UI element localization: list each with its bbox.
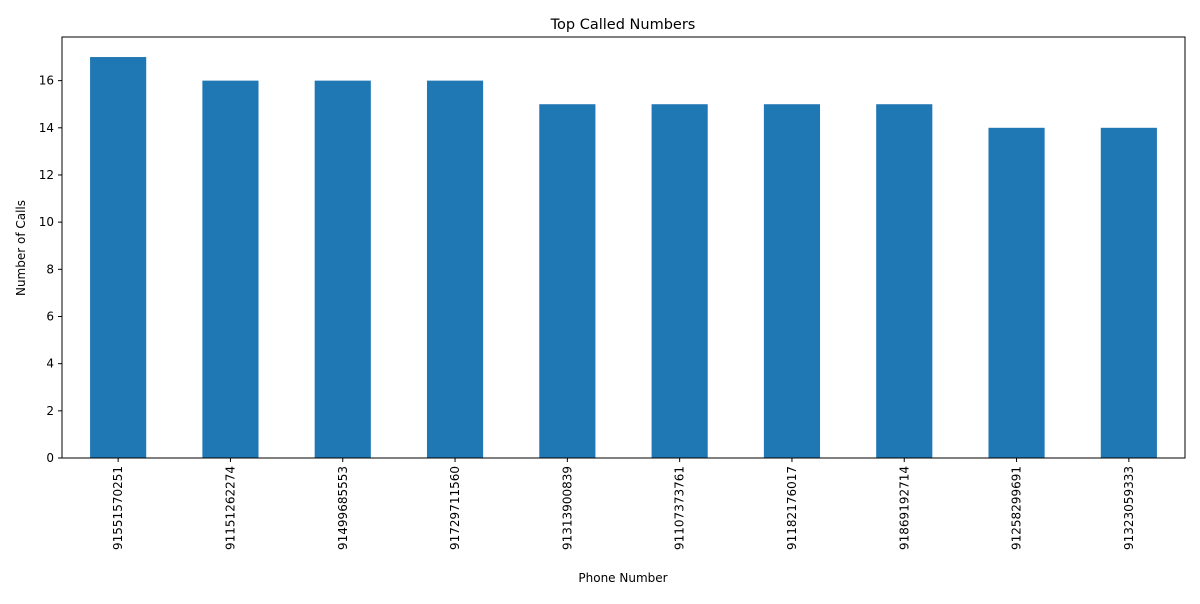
- x-tick-label: 91869192714: [897, 466, 911, 550]
- x-tick-label: 91499685553: [336, 466, 350, 550]
- bar: [988, 127, 1045, 458]
- y-tick-label: 16: [39, 74, 54, 88]
- y-tick-label: 2: [46, 404, 54, 418]
- bar: [651, 104, 708, 458]
- x-tick-label: 91729711560: [448, 466, 462, 550]
- x-tick-label: 91182176017: [785, 466, 799, 550]
- x-axis-label: Phone Number: [578, 571, 667, 585]
- y-tick-label: 6: [46, 309, 54, 323]
- y-tick-label: 12: [39, 168, 54, 182]
- bar: [1100, 127, 1157, 458]
- bar: [876, 104, 933, 458]
- bar: [763, 104, 821, 458]
- x-tick-label: 91323059333: [1122, 466, 1136, 550]
- y-tick-label: 14: [39, 121, 54, 135]
- x-tick-label: 91258299691: [1010, 466, 1024, 550]
- x-tick-label: 91107373761: [673, 466, 687, 550]
- y-axis: 0 2 4 6 8 10 12 14 16: [39, 74, 62, 465]
- bars-group: [90, 57, 1157, 459]
- bar: [426, 80, 484, 458]
- x-tick-label: 91551570251: [111, 466, 125, 550]
- bar: [90, 57, 147, 459]
- x-tick-label: 91151262274: [223, 466, 237, 550]
- x-axis: 91551570251 91151262274 91499685553 9172971…: [111, 458, 1136, 550]
- plot-frame: [61, 36, 1186, 459]
- y-tick-label: 8: [46, 262, 54, 276]
- y-tick-label: 10: [39, 215, 54, 229]
- y-axis-label: Number of Calls: [14, 200, 28, 296]
- y-tick-label: 0: [46, 451, 54, 465]
- x-tick-label: 91313900839: [560, 466, 574, 550]
- bar: [314, 80, 371, 458]
- bar: [539, 104, 596, 458]
- bar: [202, 80, 259, 458]
- chart-title: Top Called Numbers: [550, 17, 696, 33]
- y-tick-label: 4: [46, 357, 54, 371]
